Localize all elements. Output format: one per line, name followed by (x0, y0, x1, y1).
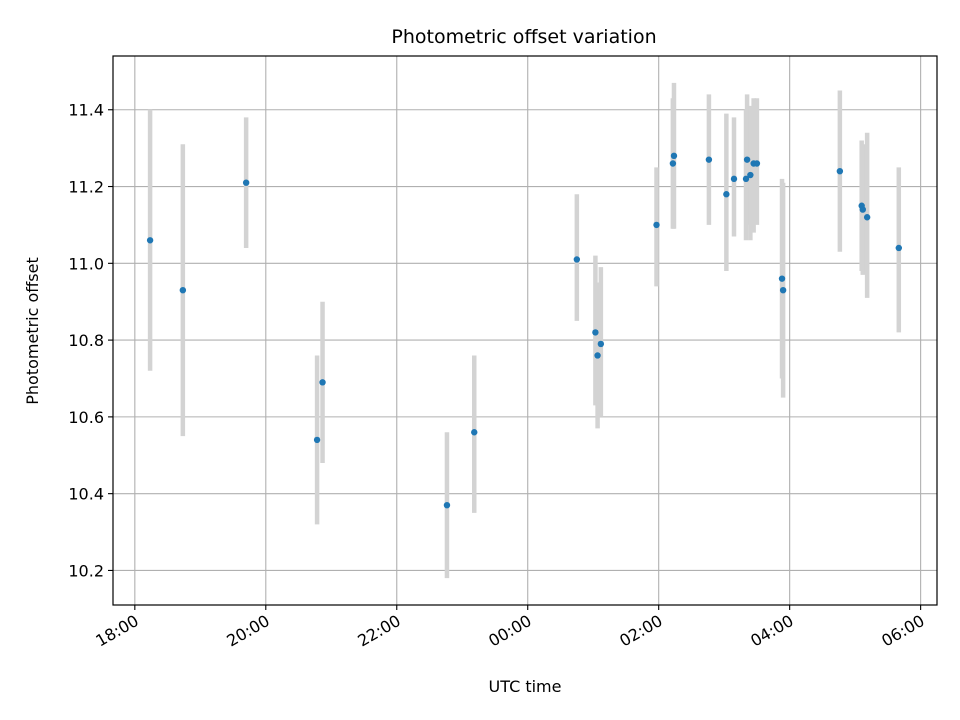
data-point (723, 191, 730, 198)
data-point (743, 156, 751, 163)
data-point (313, 436, 321, 444)
chart-title: Photometric offset variation (391, 26, 656, 48)
y-tick-label: 11.0 (68, 254, 104, 273)
data-point (597, 340, 605, 348)
data-point (753, 160, 761, 167)
data-point (836, 167, 844, 175)
data-point (573, 256, 581, 263)
data-point (146, 237, 154, 244)
y-tick-label: 10.6 (68, 408, 104, 427)
data-point (471, 429, 478, 436)
y-tick-label: 11.4 (68, 101, 104, 120)
data-point (653, 221, 660, 229)
data-point (705, 156, 713, 163)
y-tick-label: 10.2 (68, 561, 104, 580)
data-point (895, 244, 903, 252)
data-point (443, 501, 451, 509)
data-point (242, 179, 250, 186)
y-tick-label: 10.4 (68, 485, 104, 504)
data-point (747, 171, 754, 179)
data-point (319, 379, 326, 386)
y-axis-ticks: 10.2 10.4 10.6 10.8 11.0 11.2 11.4 (68, 101, 113, 580)
data-point (859, 206, 866, 213)
data-point (592, 329, 599, 336)
y-axis-label: Photometric offset (23, 257, 42, 405)
data-points (146, 152, 903, 509)
y-tick-label: 11.2 (68, 178, 104, 197)
data-point (594, 352, 601, 359)
data-point (730, 175, 738, 183)
data-point (179, 286, 187, 294)
data-point (863, 214, 871, 221)
data-point (779, 286, 787, 294)
x-axis-label: UTC time (489, 677, 562, 696)
plot-frame (112, 55, 938, 606)
data-point (670, 152, 678, 160)
data-point (742, 175, 750, 183)
grid-lines (113, 56, 937, 605)
data-point (778, 275, 786, 282)
data-point (669, 160, 677, 167)
y-tick-label: 10.8 (68, 331, 104, 350)
